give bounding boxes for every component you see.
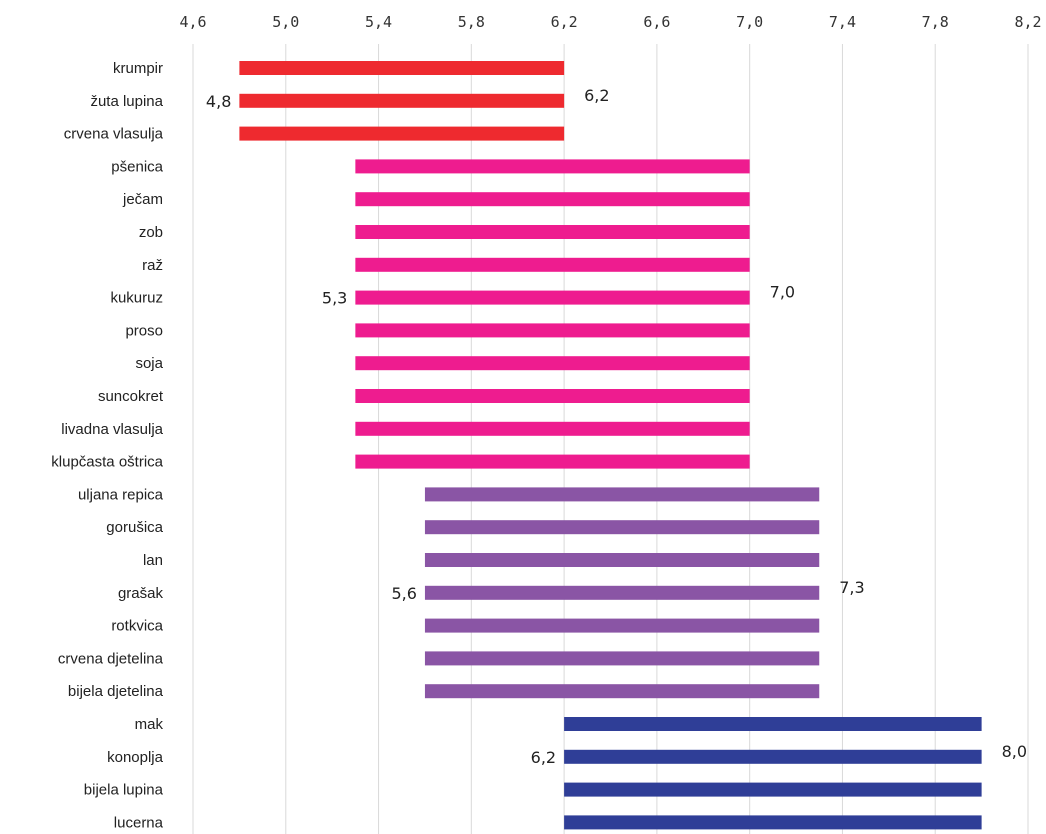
range-bar xyxy=(355,421,750,436)
range-bar xyxy=(355,290,750,305)
category-label: rotkvica xyxy=(111,618,163,635)
range-bar xyxy=(355,454,750,469)
category-label: raž xyxy=(142,257,163,274)
category-label: pšenica xyxy=(111,158,163,175)
category-label: soja xyxy=(135,355,163,372)
category-label: crvena vlasulja xyxy=(64,126,164,143)
gridlines xyxy=(192,44,1029,834)
category-label: livadna vlasulja xyxy=(61,421,163,438)
category-label: gorušica xyxy=(106,519,163,536)
category-label: proso xyxy=(125,322,163,339)
range-min-label: 6,2 xyxy=(531,748,556,767)
range-max-label: 7,3 xyxy=(839,578,864,597)
category-label: konoplja xyxy=(107,749,164,766)
x-tick-label: 6,2 xyxy=(551,13,578,31)
category-label: uljana repica xyxy=(78,486,164,503)
category-label: bijela djetelina xyxy=(68,683,164,700)
range-bar xyxy=(424,684,820,699)
range-bar xyxy=(355,323,750,338)
range-bar xyxy=(424,618,820,633)
category-label: suncokret xyxy=(98,388,164,405)
range-bar xyxy=(564,717,982,731)
range-min-label: 5,3 xyxy=(322,289,347,308)
category-label: bijela lupina xyxy=(84,782,164,799)
x-tick-label: 4,6 xyxy=(179,13,206,31)
x-tick-label: 5,0 xyxy=(272,13,299,31)
range-bar xyxy=(355,192,750,207)
range-bar xyxy=(424,520,820,535)
range-max-label: 7,0 xyxy=(770,283,795,302)
category-label: zob xyxy=(139,224,163,241)
range-bar xyxy=(355,389,750,403)
range-max-label: 6,2 xyxy=(584,86,609,105)
range-bar xyxy=(239,93,565,108)
range-max-label: 8,0 xyxy=(1002,742,1027,761)
range-bar xyxy=(355,356,750,371)
category-label: grašak xyxy=(118,585,164,602)
range-bar xyxy=(239,61,565,75)
category-label: ječam xyxy=(122,191,163,208)
range-min-label: 4,8 xyxy=(206,92,231,111)
x-tick-label: 5,4 xyxy=(365,13,392,31)
range-bar xyxy=(424,553,820,567)
category-label: crvena djetelina xyxy=(58,650,164,667)
range-bar xyxy=(424,651,820,666)
range-bar xyxy=(355,225,750,239)
category-label: mak xyxy=(135,716,164,733)
x-tick-label: 7,0 xyxy=(736,13,763,31)
range-bar xyxy=(424,585,820,600)
range-bar xyxy=(564,749,982,764)
range-bar xyxy=(355,257,750,272)
range-bar xyxy=(239,126,565,141)
x-tick-label: 5,8 xyxy=(458,13,485,31)
category-label: lucerna xyxy=(114,814,164,831)
range-bar xyxy=(564,782,982,797)
x-axis-ticks: 4,6 5,0 5,4 5,8 6,2 6,6 7,0 7,4 7,8 8,2 xyxy=(179,13,1041,31)
x-tick-label: 7,8 xyxy=(922,13,949,31)
range-bar xyxy=(355,159,750,174)
category-label: kukuruz xyxy=(110,290,163,307)
range-bar xyxy=(424,487,820,502)
category-label: krumpir xyxy=(113,60,163,77)
range-labels: 4,8 6,2 5,3 7,0 5,6 7,3 6,2 8,0 xyxy=(206,86,1027,767)
x-tick-label: 6,6 xyxy=(643,13,670,31)
x-tick-label: 7,4 xyxy=(829,13,856,31)
range-bar xyxy=(564,815,982,830)
range-bars xyxy=(239,61,982,830)
range-min-label: 5,6 xyxy=(391,584,416,603)
category-label: klupčasta oštrica xyxy=(51,454,163,471)
category-labels: krumpir žuta lupina crvena vlasulja pšenica… xyxy=(51,60,164,831)
category-label: žuta lupina xyxy=(90,93,163,110)
x-tick-label: 8,2 xyxy=(1014,13,1041,31)
category-label: lan xyxy=(143,552,163,569)
